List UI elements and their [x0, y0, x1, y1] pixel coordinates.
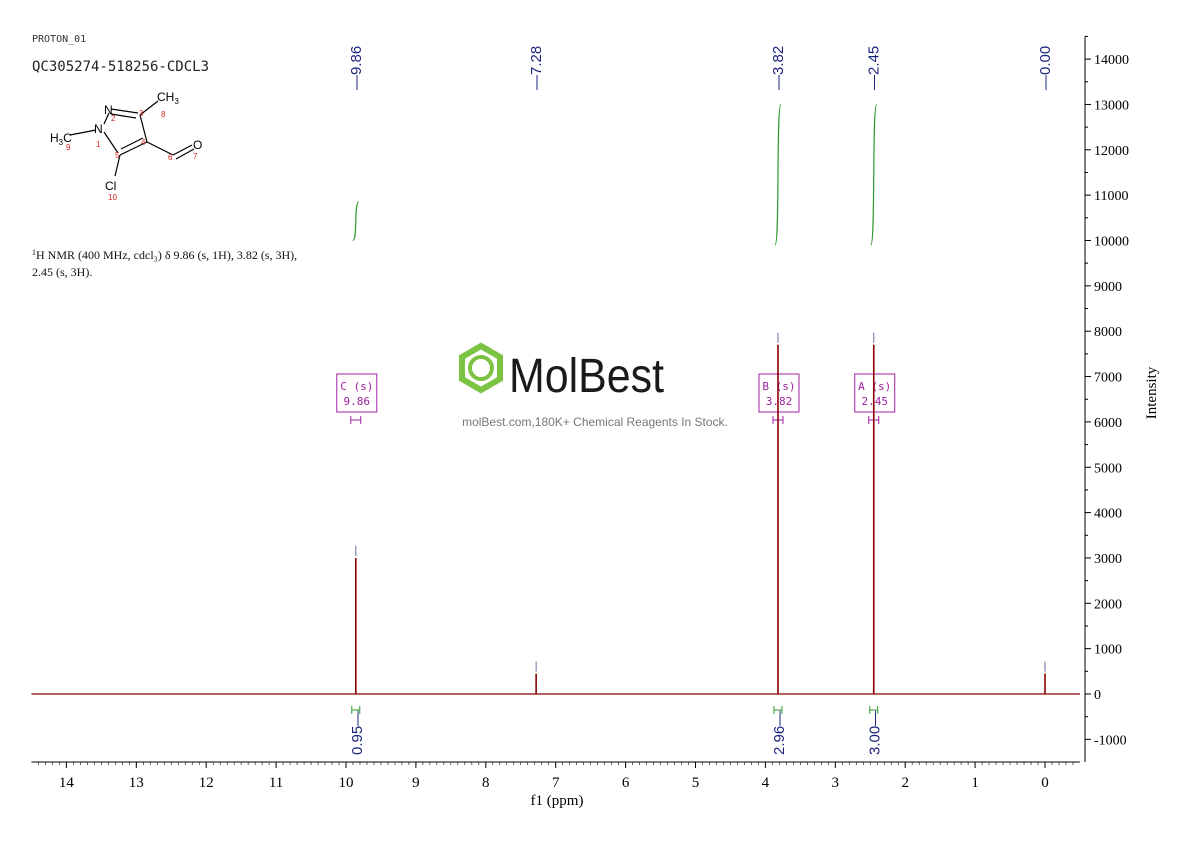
x-tick-label: 9	[412, 775, 420, 791]
y-tick-label: 10000	[1094, 235, 1129, 250]
x-axis-label: f1 (ppm)	[531, 793, 584, 809]
peak-label: —2.45	[866, 46, 883, 90]
atom-n2: N	[104, 103, 113, 117]
y-tick-label: 14000	[1094, 53, 1129, 68]
sample-name: QC305274-518256-CDCL3	[32, 59, 209, 75]
y-tick-label: 5000	[1094, 461, 1122, 476]
x-tick-label: 1	[971, 775, 979, 791]
y-tick-label: 0	[1094, 688, 1101, 703]
atom-n1: N	[94, 122, 103, 136]
multiplet-box	[336, 373, 378, 413]
integral-curves: 0.95— 2.96— 3.00—	[349, 103, 884, 755]
molbest-logo-icon	[459, 342, 503, 394]
spectrum-trace	[31, 332, 1080, 695]
multiplet-shift: 2.45	[861, 395, 888, 408]
multiplet-shift: 9.86	[344, 395, 371, 408]
y-axis: -1000 0 1000 2000 3000 4000 5000 6000 7000 8000 90…	[1084, 35, 1129, 763]
atom-number-10: 10	[108, 193, 117, 202]
y-tick-label: 4000	[1094, 507, 1122, 522]
atom-number-7: 7	[193, 152, 198, 161]
y-tick-label: 2000	[1094, 597, 1122, 612]
integral-curve	[352, 201, 360, 242]
integral-value: 2.96—	[771, 711, 788, 755]
y-tick-label: 9000	[1094, 280, 1122, 295]
peak-label: —0.00	[1037, 46, 1054, 90]
x-tick-label: 11	[269, 775, 283, 791]
x-tick-label: 7	[552, 775, 560, 791]
y-tick-label: 7000	[1094, 371, 1122, 386]
multiplet-name: B (s)	[762, 380, 795, 393]
nmr-description-line1: 1H NMR (400 MHz, cdcl₃) δ 9.86 (s, 1H), …	[32, 248, 297, 262]
x-tick-label: 12	[199, 775, 214, 791]
atom-cl: Cl	[105, 179, 116, 193]
y-tick-label: 12000	[1094, 144, 1129, 159]
molbest-watermark: MolBest molBest.com,180K+ Chemical Reage…	[459, 342, 728, 429]
peak-label: —7.28	[528, 46, 545, 90]
x-tick-label: 13	[129, 775, 144, 791]
atom-number-8: 8	[161, 110, 166, 119]
peak-labels: —9.86 —7.28 —3.82 —2.45 —0.00	[348, 46, 1054, 90]
integral-value: 0.95—	[349, 711, 366, 755]
peak-label: —3.82	[770, 46, 787, 90]
atom-number-5: 5	[115, 151, 120, 160]
y-tick-label: 1000	[1094, 643, 1122, 658]
nmr-description-line2: 2.45 (s, 3H).	[32, 265, 92, 279]
atom-number-9: 9	[66, 143, 71, 152]
molbest-brand: MolBest	[509, 350, 664, 403]
atom-number-3: 3	[139, 109, 144, 118]
y-tick-label: 6000	[1094, 416, 1122, 431]
atom-number-6: 6	[168, 153, 173, 162]
atom-number-4: 4	[141, 138, 146, 147]
y-tick-label: 11000	[1094, 189, 1128, 204]
y-tick-label: 3000	[1094, 552, 1122, 567]
multiplet-name: A (s)	[858, 380, 891, 393]
multiplet-box	[758, 373, 800, 413]
experiment-name: PROTON_01	[32, 34, 86, 45]
y-axis-label: Intensity	[1144, 366, 1160, 419]
atom-o: O	[193, 138, 202, 152]
integral-value: 3.00—	[867, 711, 884, 755]
atom-ch3-top: CH3	[157, 90, 179, 106]
x-tick-label: 0	[1041, 775, 1049, 791]
atom-number-2: 2	[111, 114, 116, 123]
multiplet-shift: 3.82	[766, 395, 793, 408]
multiplet-boxes: C (s) 9.86 B (s) 3.82 A (s) 2.45	[336, 373, 896, 424]
integral-curve	[774, 103, 782, 246]
y-tick-label: 8000	[1094, 325, 1122, 340]
x-tick-label: 10	[339, 775, 354, 791]
x-tick-label: 2	[901, 775, 909, 791]
x-tick-label: 4	[762, 775, 770, 791]
multiplet-box	[854, 373, 896, 413]
x-tick-label: 8	[482, 775, 490, 791]
molbest-tagline: molBest.com,180K+ Chemical Reagents In S…	[462, 415, 728, 429]
atom-h3c-left: H3C	[50, 131, 72, 147]
x-tick-label: 3	[832, 775, 840, 791]
peak-label: —9.86	[348, 46, 365, 90]
atom-number-1: 1	[96, 140, 101, 149]
multiplet-name: C (s)	[340, 380, 373, 393]
x-tick-label: 14	[59, 775, 75, 791]
x-tick-label: 5	[692, 775, 700, 791]
y-tick-label: -1000	[1094, 733, 1127, 748]
x-tick-label: 6	[622, 775, 630, 791]
x-axis: 14 13 12 11 10 9 8 7 6 5 4 3 2 1 0	[31, 761, 1080, 791]
y-tick-label: 13000	[1094, 98, 1129, 113]
integral-curve	[870, 103, 878, 246]
molecule-structure: N N CH3 H3C O Cl 1 2 3 4 5 6 7 8 9 10	[50, 90, 202, 202]
